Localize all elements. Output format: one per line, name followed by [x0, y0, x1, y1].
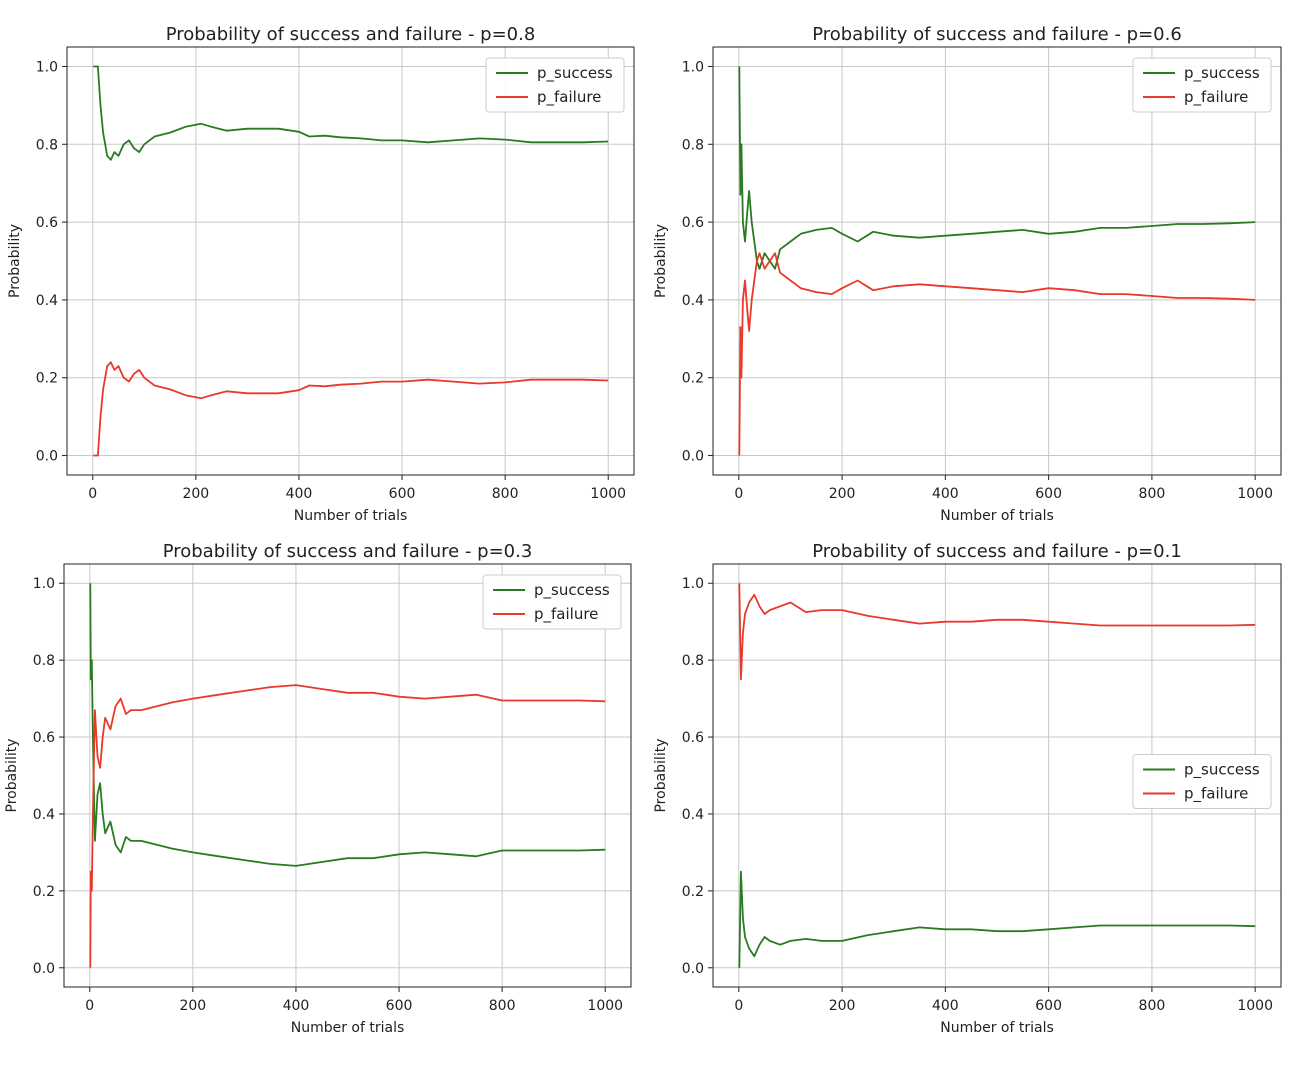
legend-label-p-failure: p_failure	[537, 88, 601, 107]
legend-label-p-success: p_success	[1184, 64, 1260, 83]
x-tick-label: 0	[734, 486, 743, 502]
chart-4: 0 200 400 600 800 1000 0.0 0.2 0.4 0.6 0.8 1.0 Proba…	[653, 541, 1282, 1036]
y-axis-label: Probability	[653, 738, 669, 812]
plot-frame	[712, 563, 1282, 988]
series-line-p-failure	[93, 361, 609, 457]
series-line-p-success	[93, 65, 609, 161]
x-tick-label: 400	[286, 486, 313, 502]
y-tick-label: 1.0	[682, 59, 704, 75]
legend-box	[1132, 57, 1272, 113]
y-tick-label: 1.0	[33, 576, 55, 592]
y-tick-label: 0.8	[33, 653, 55, 669]
x-tick-label: 600	[389, 486, 416, 502]
x-tick-label: 1000	[587, 998, 623, 1014]
x-tick-label: 600	[1035, 998, 1062, 1014]
legend-label-p-success: p_success	[1184, 761, 1260, 780]
series-line-p-success	[738, 870, 1256, 968]
y-tick-label: 0.2	[33, 884, 55, 900]
x-tick-label: 1000	[590, 486, 626, 502]
y-tick-label: 0.0	[682, 449, 704, 465]
y-tick-label: 0.2	[682, 884, 704, 900]
y-axis-label: Probability	[653, 224, 669, 298]
x-tick-label: 1000	[1237, 486, 1273, 502]
series-line-p-success	[89, 583, 606, 867]
x-axis-label: Number of trials	[291, 1020, 405, 1036]
y-tick-label: 0.0	[33, 961, 55, 977]
chart-1: 0 200 400 600 800 1000 0.0 0.2 0.4 0.6 0.8 1.0 Proba…	[7, 24, 635, 524]
legend-label-p-success: p_success	[537, 64, 613, 83]
y-tick-label: 0.4	[33, 807, 55, 823]
legend-box	[485, 57, 625, 113]
x-tick-label: 200	[829, 486, 856, 502]
x-tick-label: 1000	[1237, 998, 1273, 1014]
legend-label-p-success: p_success	[534, 581, 610, 600]
x-tick-label: 400	[283, 998, 310, 1014]
legend-box	[482, 574, 622, 630]
series-line-p-failure	[738, 252, 1256, 456]
chart-title: Probability of success and failure - p=0…	[812, 24, 1182, 45]
plot-frame	[63, 563, 632, 988]
y-tick-label: 0.4	[682, 293, 704, 309]
y-tick-label: 0.6	[682, 215, 704, 231]
legend: p_success p_failure	[482, 574, 622, 630]
x-tick-label: 0	[88, 486, 97, 502]
y-tick-label: 0.4	[682, 807, 704, 823]
plot-frame	[712, 46, 1282, 476]
y-tick-label: 0.6	[682, 730, 704, 746]
legend-label-p-failure: p_failure	[1184, 785, 1248, 804]
y-tick-label: 1.0	[36, 59, 58, 75]
legend: p_success p_failure	[1132, 57, 1272, 113]
series-line-p-failure	[89, 684, 606, 968]
x-tick-label: 200	[179, 998, 206, 1014]
y-tick-label: 0.4	[36, 293, 58, 309]
y-tick-label: 0.2	[36, 371, 58, 387]
x-tick-label: 200	[829, 998, 856, 1014]
x-axis-label: Number of trials	[940, 508, 1054, 524]
plot-frame	[66, 46, 635, 476]
series-line-p-failure	[738, 583, 1256, 681]
x-tick-label: 400	[932, 486, 959, 502]
y-axis-label: Probability	[7, 224, 23, 298]
y-tick-label: 0.8	[682, 137, 704, 153]
legend: p_success p_failure	[485, 57, 625, 113]
legend-label-p-failure: p_failure	[1184, 88, 1248, 107]
y-tick-label: 0.6	[36, 215, 58, 231]
y-tick-label: 0.6	[33, 730, 55, 746]
legend-label-p-failure: p_failure	[534, 605, 598, 624]
chart-2: 0 200 400 600 800 1000 0.0 0.2 0.4 0.6 0.8 1.0 Proba…	[653, 24, 1282, 524]
x-axis-label: Number of trials	[940, 1020, 1054, 1036]
x-axis-label: Number of trials	[294, 508, 408, 524]
y-tick-label: 0.8	[682, 653, 704, 669]
x-tick-label: 800	[492, 486, 519, 502]
x-tick-label: 400	[932, 998, 959, 1014]
chart-3: 0 200 400 600 800 1000 0.0 0.2 0.4 0.6 0.8 1.0 Proba…	[4, 541, 632, 1036]
x-tick-label: 0	[734, 998, 743, 1014]
series-line-p-success	[738, 66, 1256, 270]
x-tick-label: 800	[1139, 998, 1166, 1014]
y-tick-label: 1.0	[682, 576, 704, 592]
x-tick-label: 600	[1035, 486, 1062, 502]
y-tick-label: 0.2	[682, 371, 704, 387]
x-tick-label: 800	[489, 998, 516, 1014]
x-tick-label: 200	[182, 486, 209, 502]
legend: p_success p_failure	[1132, 754, 1272, 809]
y-tick-label: 0.0	[682, 961, 704, 977]
legend-box	[1132, 754, 1272, 809]
chart-title: Probability of success and failure - p=0…	[163, 541, 533, 562]
y-tick-label: 0.0	[36, 449, 58, 465]
x-tick-label: 800	[1139, 486, 1166, 502]
y-axis-label: Probability	[4, 738, 20, 812]
x-tick-label: 0	[85, 998, 94, 1014]
chart-title: Probability of success and failure - p=0…	[166, 24, 536, 45]
x-tick-label: 600	[386, 998, 413, 1014]
y-tick-label: 0.8	[36, 137, 58, 153]
chart-title: Probability of success and failure - p=0…	[812, 541, 1182, 562]
